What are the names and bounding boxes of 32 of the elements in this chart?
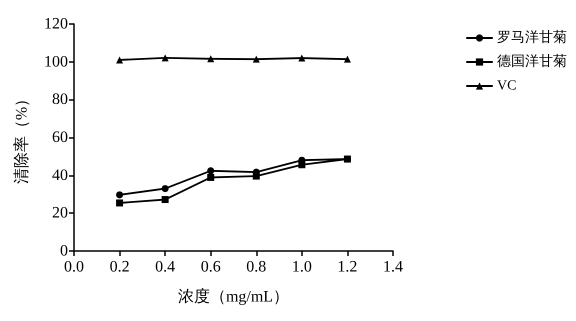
x-tick-label: 0.8 <box>246 258 266 276</box>
x-tick-label: 1.0 <box>292 258 312 276</box>
x-tick-label: 1.4 <box>383 258 403 276</box>
point <box>116 191 124 198</box>
y-tick-label: 100 <box>44 53 68 70</box>
point <box>207 167 214 174</box>
y-tick-label: 60 <box>52 129 68 146</box>
point <box>162 185 169 192</box>
x-tick-label: 0.2 <box>110 258 130 276</box>
y-tick-label: 120 <box>44 16 68 32</box>
point <box>162 196 169 204</box>
point <box>207 174 214 181</box>
legend-label: VC <box>497 78 516 94</box>
y-axis-title: 清除率（%） <box>12 90 30 184</box>
x-axis-title: 浓度（mg/mL） <box>178 288 290 306</box>
point <box>344 56 351 63</box>
y-tick-label: 20 <box>52 204 68 222</box>
y-tick-label: 0 <box>60 242 68 260</box>
y-tick-label: 80 <box>52 91 68 108</box>
y-tick-label: 40 <box>52 166 68 184</box>
point <box>207 55 214 62</box>
x-tick-label: 1.2 <box>337 258 358 276</box>
point <box>116 56 124 64</box>
point <box>298 54 306 62</box>
point <box>252 56 260 63</box>
point <box>162 54 169 62</box>
legend-label: 罗马洋甘菊 <box>497 30 567 46</box>
point <box>116 199 124 206</box>
x-tick-label: 0.6 <box>200 258 221 276</box>
x-tick-label: 0.4 <box>155 258 176 276</box>
legend-label: 德国洋甘菊 <box>497 54 567 70</box>
x-tick-label: 0.0 <box>64 258 84 276</box>
